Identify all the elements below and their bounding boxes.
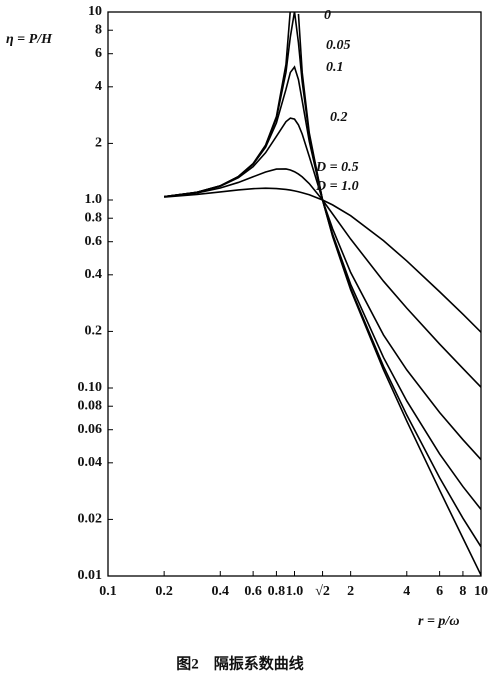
y-tick-label: 1.0 [85, 192, 103, 207]
x-tick-label: 10 [474, 584, 488, 599]
y-tick-label: 0.06 [78, 422, 103, 437]
y-tick-label: 0.2 [85, 324, 103, 339]
x-tick-label: 8 [459, 584, 466, 599]
curve-label: 0.05 [326, 38, 351, 53]
x-tick-label: 0.6 [244, 584, 262, 599]
y-tick-label: 4 [95, 79, 102, 94]
curve [164, 117, 481, 461]
x-tick-label: 1.0 [286, 584, 304, 599]
y-tick-label: 0.8 [85, 210, 103, 225]
y-tick-label: 0.02 [78, 512, 103, 527]
y-tick-label: 0.10 [78, 380, 103, 395]
x-tick-label: 0.2 [155, 584, 173, 599]
y-tick-label: 0.08 [78, 398, 103, 413]
y-tick-label: 0.01 [78, 568, 103, 583]
x-tick-label: 4 [403, 584, 410, 599]
caption: 图2 隔振系数曲线 [176, 654, 304, 672]
y-tick-label: 6 [95, 46, 102, 61]
curve [164, 168, 481, 388]
curve [164, 65, 481, 510]
y-tick-label: 0.04 [78, 455, 103, 470]
y-tick-label: 2 [95, 136, 102, 151]
curve-label: D = 1.0 [315, 179, 359, 194]
curve [164, 12, 481, 548]
y-tick-label: 0.6 [85, 234, 103, 249]
curve [164, 187, 481, 333]
x-axis-label: r = p/ω [418, 614, 459, 629]
x-tick-label: 2 [347, 584, 354, 599]
curve-label: D = 0.5 [315, 160, 359, 175]
x-tick-label: 6 [436, 584, 443, 599]
x-tick-label: 0.8 [268, 584, 286, 599]
x-tick-label: 0.4 [212, 584, 230, 599]
x-tick-label: √2 [315, 584, 330, 599]
y-tick-label: 8 [95, 22, 102, 37]
x-tick-label: 0.1 [99, 584, 117, 599]
y-axis-label: η = P/H [6, 32, 53, 47]
curve-label: 0.1 [326, 60, 344, 75]
curve-label: 0.2 [330, 110, 348, 125]
curve-label: 0 [324, 8, 331, 23]
curves [164, 12, 481, 576]
curve [164, 12, 481, 576]
y-tick-label: 0.4 [85, 267, 103, 282]
plot-frame [107, 11, 482, 577]
y-tick-label: 10 [88, 4, 102, 19]
